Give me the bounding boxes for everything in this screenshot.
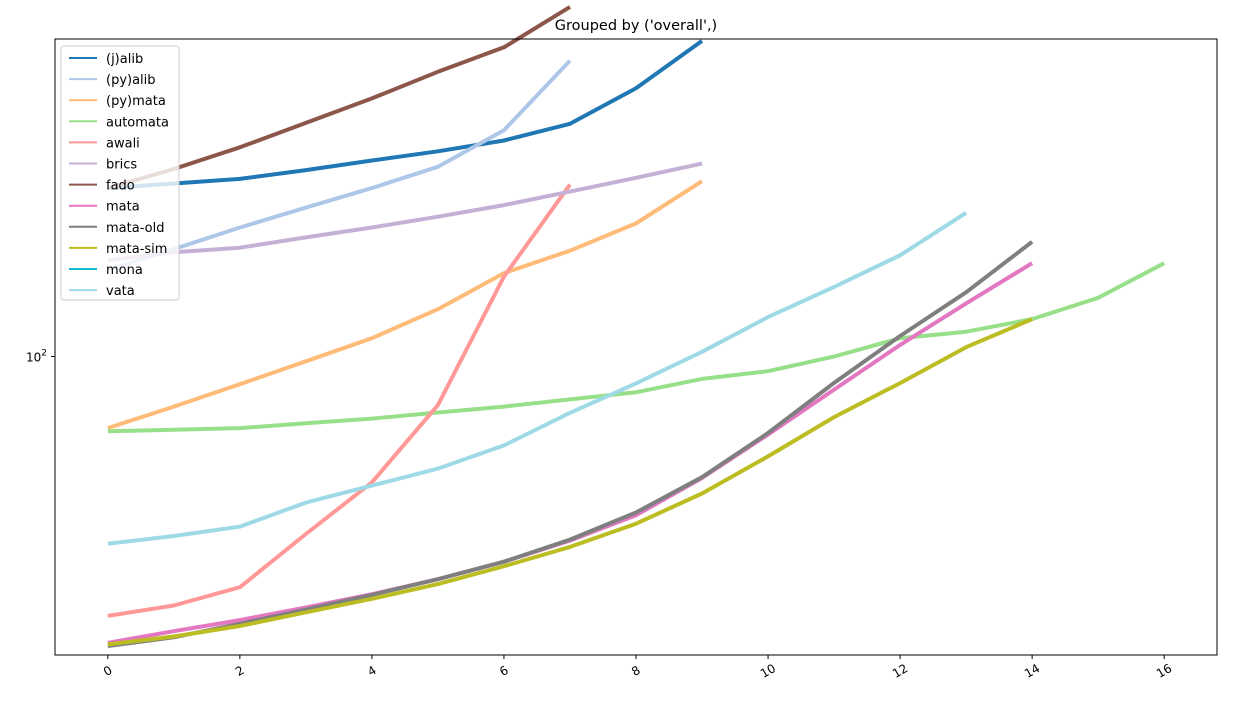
legend-label-6: fado: [106, 179, 135, 194]
series-line-3: [107, 261, 1166, 434]
series-line-9: [107, 317, 1033, 647]
legend-label-3: automata: [106, 115, 169, 130]
x-tick-label: 14: [1022, 661, 1042, 681]
y-axis: 102: [26, 348, 55, 364]
series-line-11: [107, 211, 968, 546]
series-layer: [107, 5, 1166, 648]
legend-label-10: mona: [106, 263, 143, 278]
series-line-4: [107, 183, 572, 618]
legend-label-1: (py)alib: [106, 73, 156, 88]
legend-label-11: vata: [106, 284, 135, 299]
legend-label-2: (py)mata: [106, 94, 166, 109]
legend-label-5: brics: [106, 158, 137, 173]
legend-label-7: mata: [106, 200, 140, 215]
legend-label-4: awali: [106, 136, 140, 151]
x-tick-label: 12: [890, 661, 910, 681]
legend-label-0: (j)alib: [106, 52, 143, 67]
legend-label-8: mata-old: [106, 221, 164, 236]
y-tick-label: 102: [26, 348, 47, 364]
x-axis: 0 2 4 6 8 10 12 14 16: [101, 655, 1174, 681]
series-line-8: [107, 240, 1034, 648]
series-line-1: [107, 59, 572, 272]
series-line-2: [107, 179, 704, 431]
legend-box: [60, 45, 180, 301]
legend: (j)alib (py)alib (py)mata automata awali bric…: [60, 45, 180, 301]
legend-label-9: mata-sim: [106, 242, 167, 257]
chart-title: Grouped by ('overall',): [555, 18, 717, 34]
series-line-6: [107, 5, 572, 191]
x-tick-label: 10: [758, 661, 778, 681]
series-line-0: [107, 39, 704, 191]
series-line-5: [107, 161, 703, 263]
x-tick-label: 16: [1154, 661, 1174, 681]
